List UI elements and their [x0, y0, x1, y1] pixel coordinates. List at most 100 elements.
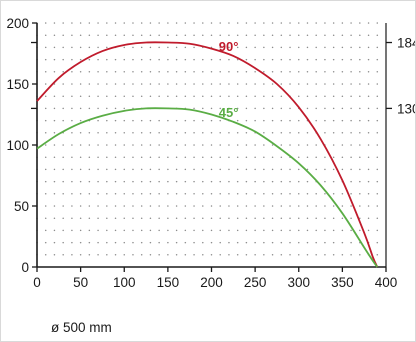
grid-dot	[132, 168, 134, 171]
grid-dot	[219, 156, 221, 158]
grid-dot	[53, 58, 56, 61]
grid-dot	[280, 71, 283, 73]
grid-dot	[263, 34, 265, 36]
grid-dot	[158, 241, 160, 244]
grid-dot	[202, 107, 204, 110]
grid-dot	[123, 83, 125, 85]
x-tick-label: 100	[113, 275, 136, 290]
grid-dot	[245, 193, 248, 195]
grid-dot	[184, 46, 187, 49]
grid-dot	[324, 156, 326, 158]
grid-dot	[44, 193, 47, 195]
grid-dot	[106, 180, 108, 183]
right-tick-label: 130	[397, 101, 415, 116]
grid-dot	[236, 22, 239, 24]
grid-dot	[88, 144, 91, 146]
grid-dot	[53, 34, 56, 36]
grid-dot	[271, 58, 274, 61]
grid-dot	[228, 46, 230, 49]
grid-dot	[245, 229, 248, 232]
grid-dot	[167, 144, 169, 146]
grid-dot	[132, 58, 134, 61]
grid-dot	[202, 58, 204, 61]
grid-dot	[359, 58, 361, 61]
grid-dot	[271, 34, 274, 36]
series-line-red	[36, 41, 379, 268]
grid-dot	[236, 71, 239, 73]
grid-dot	[263, 254, 265, 256]
grid-dot	[298, 241, 300, 244]
grid-dot	[332, 168, 335, 171]
grid-dot	[315, 107, 317, 110]
grid-dot	[376, 217, 379, 219]
grid-dot	[280, 132, 283, 134]
grid-dot	[228, 205, 230, 207]
grid-dot	[254, 144, 256, 146]
grid-dot	[306, 168, 309, 171]
grid-dot	[123, 205, 125, 207]
grid-dot	[359, 254, 361, 256]
grid-dot	[376, 241, 379, 244]
grid-dot	[324, 193, 326, 195]
grid-dot	[341, 107, 344, 110]
grid-dot	[132, 205, 134, 207]
grid-dot	[53, 168, 56, 171]
grid-dot	[254, 107, 256, 110]
grid-dot	[350, 144, 352, 146]
grid-dot	[114, 193, 117, 195]
grid-dot	[140, 144, 143, 146]
grid-dot	[376, 95, 379, 97]
grid-dot	[202, 22, 204, 24]
grid-dot	[228, 144, 230, 146]
grid-dot	[324, 95, 326, 97]
grid-dot	[359, 83, 361, 85]
grid-dot	[88, 34, 91, 36]
grid-dot	[106, 229, 108, 232]
grid-dot	[62, 107, 64, 110]
grid-dot	[271, 71, 274, 73]
grid-dot	[97, 168, 99, 171]
grid-dot	[367, 34, 370, 36]
grid-dot	[149, 46, 152, 49]
grid-dot	[306, 254, 309, 256]
grid-dot	[306, 217, 309, 219]
grid-dot	[236, 205, 239, 207]
grid-dot	[132, 156, 134, 158]
grid-dot	[245, 22, 248, 24]
grid-dot	[350, 180, 352, 183]
grid-dot	[280, 34, 283, 36]
grid-dot	[44, 119, 47, 122]
grid-dot	[62, 83, 64, 85]
grid-dot	[271, 95, 274, 97]
grid-dot	[44, 46, 47, 49]
grid-dot	[158, 71, 160, 73]
grid-dot	[158, 119, 160, 122]
grid-dot	[193, 217, 195, 219]
grid-dot	[306, 46, 309, 49]
grid-dot	[236, 254, 239, 256]
grid-dot	[254, 241, 256, 244]
grid-dot	[315, 83, 317, 85]
grid-dot	[158, 22, 160, 24]
grid-dot	[228, 229, 230, 232]
grid-dot	[341, 156, 344, 158]
grid-dot	[210, 229, 213, 232]
grid-dot	[245, 83, 248, 85]
grid-dot	[193, 241, 195, 244]
grid-dot	[44, 254, 47, 256]
grid-dot	[306, 34, 309, 36]
grid-dot	[341, 168, 344, 171]
grid-dot	[106, 144, 108, 146]
grid-dot	[289, 22, 291, 24]
grid-dot	[324, 58, 326, 61]
grid-dot	[79, 83, 82, 85]
grid-dot	[219, 58, 221, 61]
grid-dot	[376, 156, 379, 158]
grid-dot	[271, 119, 274, 122]
grid-dot	[210, 205, 213, 207]
grid-dot	[53, 119, 56, 122]
grid-dot	[245, 168, 248, 171]
grid-dot	[367, 156, 370, 158]
grid-dot	[106, 34, 108, 36]
grid-dot	[236, 168, 239, 171]
